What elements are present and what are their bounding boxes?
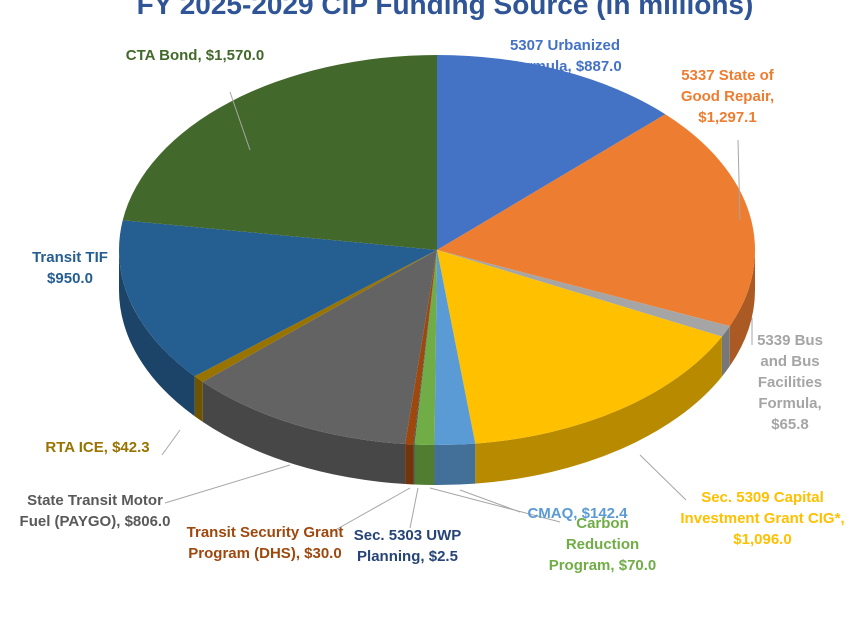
category-label: Transit TIF <box>32 249 108 266</box>
value-label: $42.3 <box>112 439 150 456</box>
slice <box>122 55 438 250</box>
slice-label: 5339 Bus and Bus Facilities Formula, $65… <box>757 332 823 433</box>
slice-label: State Transit Motor Fuel (PAYGO), $806.0 <box>19 492 171 530</box>
slice-side <box>202 381 406 485</box>
category-label: CTA Bond <box>125 47 198 64</box>
value-label: $950.0 <box>47 270 93 287</box>
value-label: $1,297.1 <box>698 109 757 126</box>
slice-side <box>405 444 414 485</box>
value-label: $65.8 <box>771 416 809 433</box>
slice <box>434 250 476 446</box>
leaders <box>161 91 753 534</box>
category-label: Sec. 5309 Capital Investment Grant CIG* <box>680 489 841 527</box>
slice <box>194 250 437 382</box>
slice <box>437 250 730 337</box>
value-label: $70.0 <box>618 557 657 574</box>
leader-line <box>409 487 419 529</box>
slice-side <box>119 250 195 417</box>
slice-side <box>721 326 730 377</box>
category-label: 5337 State of Good Repair <box>680 67 774 105</box>
slice-label: 5307 Urbanized Formula, $887.0 <box>508 37 622 75</box>
leader-line <box>429 487 561 523</box>
category-label: 5339 Bus and Bus Facilities Formula <box>757 332 823 412</box>
slice-side <box>414 444 435 485</box>
leader-line <box>639 454 687 501</box>
value-label: $30.0 <box>304 545 342 562</box>
slice <box>413 250 437 445</box>
slice <box>437 55 666 250</box>
category-label: Transit Security Grant Program (DHS) <box>186 524 344 562</box>
slice-label: Carbon Reduction Program, $70.0 <box>548 515 657 574</box>
value-label: $806.0 <box>124 513 171 530</box>
slice <box>202 250 437 445</box>
leader-line <box>329 487 411 534</box>
value-label: $1,096.0 <box>733 531 792 548</box>
leader-line <box>161 429 181 456</box>
leader-line <box>459 489 521 513</box>
slice-side <box>434 443 476 486</box>
value-label: $142.4 <box>581 505 628 522</box>
slice <box>118 220 437 377</box>
slice-side <box>194 376 203 422</box>
category-label: RTA ICE <box>45 439 104 456</box>
slice-label: Transit Security Grant Program (DHS), $3… <box>186 524 344 562</box>
category-label: 5307 Urbanized Formula <box>508 37 621 75</box>
leader-line <box>737 139 741 221</box>
category-label: CMAQ <box>527 505 574 522</box>
leader-line <box>229 91 251 151</box>
value-label: $1,570.0 <box>205 47 265 64</box>
category-label: State Transit Motor Fuel (PAYGO) <box>19 492 163 530</box>
chart-title: FY 2025-2029 CIP Funding Source (in mill… <box>137 0 754 20</box>
slice-label: 5337 State of Good Repair, $1,297.1 <box>680 67 775 126</box>
slice <box>414 250 437 445</box>
slice-label: Sec. 5309 Capital Investment Grant CIG*,… <box>680 489 845 548</box>
slice <box>437 114 755 327</box>
category-label: Sec. 5303 UWP Planning <box>353 527 462 565</box>
slice <box>405 250 437 445</box>
slice-label: Transit TIF $950.0 <box>10 247 130 289</box>
slice-label: CMAQ, $142.4 <box>527 505 628 522</box>
category-label: Carbon Reduction Program <box>548 515 640 574</box>
slice-label: CTA Bond, $1,570.0 <box>125 47 265 64</box>
slice <box>437 250 722 444</box>
slice-side <box>729 250 755 367</box>
slice-label: RTA ICE, $42.3 <box>45 439 150 456</box>
slice-side <box>413 444 415 485</box>
value-label: $887.0 <box>575 58 622 75</box>
leader-line <box>164 464 291 504</box>
slice-side <box>475 336 722 484</box>
value-label: $2.5 <box>428 548 458 565</box>
slice-label: Sec. 5303 UWP Planning, $2.5 <box>353 527 462 565</box>
